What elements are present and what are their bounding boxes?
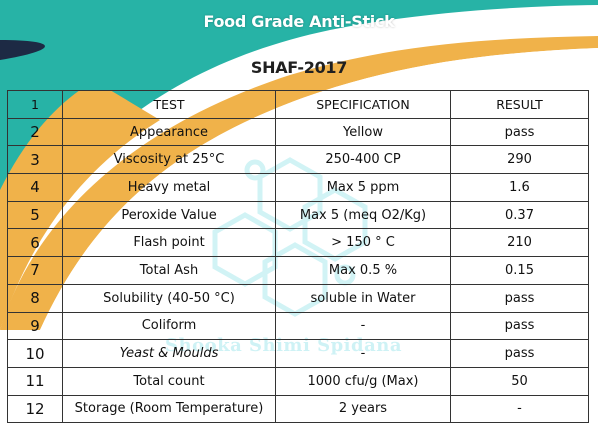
row-result: pass: [450, 283, 589, 313]
table-row: 7 Total Ash Max 0.5 % 0.15: [7, 256, 589, 285]
row-result: -: [450, 394, 589, 424]
product-code: SHAF-2017: [250, 58, 348, 77]
row-number: 12: [7, 394, 63, 424]
row-result: 0.15: [450, 256, 589, 285]
row-test: Coliform: [62, 311, 276, 341]
row-test: Appearance: [62, 117, 276, 147]
row-specification: 2 years: [275, 394, 451, 424]
row-specification: > 150 ° C: [275, 228, 451, 258]
row-number: 8: [7, 283, 63, 313]
table-row: 10 Yeast & Moulds - pass: [7, 339, 589, 368]
table-row: 4 Heavy metal Max 5 ppm 1.6: [7, 173, 589, 202]
row-test: Viscosity at 25°C: [62, 145, 276, 175]
table-row: 5 Peroxide Value Max 5 (meq O2/Kg) 0.37: [7, 200, 589, 230]
row-test: Solubility (40-50 °C): [62, 283, 276, 313]
col-header-test: TEST: [62, 90, 276, 119]
table-row: 12 Storage (Room Temperature) 2 years -: [7, 394, 589, 424]
row-specification: Max 5 (meq O2/Kg): [275, 200, 451, 230]
col-header-result: RESULT: [450, 90, 589, 119]
table-row: 11 Total count 1000 cfu/g (Max) 50: [7, 366, 589, 396]
row-test: Yeast & Moulds: [62, 339, 276, 368]
spec-table: 1 TEST SPECIFICATION RESULT 2 Appearance Y…: [7, 90, 589, 424]
row-specification: -: [275, 339, 451, 368]
row-result: 0.37: [450, 200, 589, 230]
page-title: Food Grade Anti-Stick: [203, 12, 395, 31]
row-number: 2: [7, 117, 63, 147]
row-specification: -: [275, 311, 451, 341]
row-number: 10: [7, 339, 63, 368]
row-result: pass: [450, 117, 589, 147]
row-specification: Max 0.5 %: [275, 256, 451, 285]
row-specification: Max 5 ppm: [275, 173, 451, 202]
table-row: 9 Coliform - pass: [7, 311, 589, 341]
row-number: 4: [7, 173, 63, 202]
row-number: 6: [7, 228, 63, 258]
row-specification: 1000 cfu/g (Max): [275, 366, 451, 396]
row-number: 11: [7, 366, 63, 396]
row-number: 3: [7, 145, 63, 175]
row-test: Total Ash: [62, 256, 276, 285]
row-test: Flash point: [62, 228, 276, 258]
table-row: 8 Solubility (40-50 °C) soluble in Water pa…: [7, 283, 589, 313]
table-row: 2 Appearance Yellow pass: [7, 117, 589, 147]
col-header-specification: SPECIFICATION: [275, 90, 451, 119]
table-row: 6 Flash point > 150 ° C 210: [7, 228, 589, 258]
row-specification: soluble in Water: [275, 283, 451, 313]
row-test: Peroxide Value: [62, 200, 276, 230]
table-header-row: 1 TEST SPECIFICATION RESULT: [7, 90, 589, 119]
row-number: 7: [7, 256, 63, 285]
row-test: Total count: [62, 366, 276, 396]
row-result: 1.6: [450, 173, 589, 202]
row-number: 9: [7, 311, 63, 341]
row-result: 50: [450, 366, 589, 396]
row-specification: 250-400 CP: [275, 145, 451, 175]
col-header-number: 1: [7, 90, 63, 119]
row-specification: Yellow: [275, 117, 451, 147]
row-result: 210: [450, 228, 589, 258]
row-result: pass: [450, 339, 589, 368]
row-number: 5: [7, 200, 63, 230]
row-test: Storage (Room Temperature): [62, 394, 276, 424]
table-row: 3 Viscosity at 25°C 250-400 CP 290: [7, 145, 589, 175]
row-result: pass: [450, 311, 589, 341]
row-result: 290: [450, 145, 589, 175]
row-test: Heavy metal: [62, 173, 276, 202]
